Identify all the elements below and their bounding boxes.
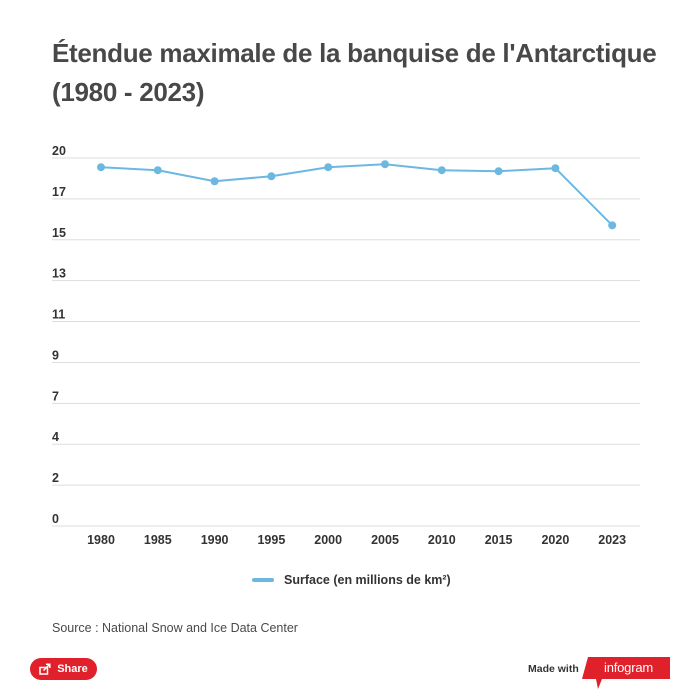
data-point[interactable] [210, 177, 219, 186]
data-point[interactable] [324, 163, 333, 172]
legend-label: Surface (en millions de km²) [284, 573, 451, 587]
y-tick-label: 17 [52, 185, 66, 199]
x-tick-label: 1990 [201, 533, 229, 547]
y-tick-label: 13 [52, 267, 66, 281]
share-icon [39, 663, 51, 675]
y-tick-label: 2 [52, 471, 59, 485]
x-tick-label: 1985 [144, 533, 172, 547]
legend-swatch [252, 578, 274, 582]
made-with-label: Made with [528, 663, 579, 675]
share-label: Share [57, 663, 88, 675]
x-tick-label: 1980 [87, 533, 115, 547]
series-line [100, 163, 613, 227]
x-tick-label: 2020 [541, 533, 569, 547]
data-point[interactable] [97, 163, 105, 172]
y-tick-label: 4 [52, 430, 59, 444]
y-tick-label: 0 [52, 512, 59, 526]
data-point[interactable] [267, 172, 276, 181]
x-axis-ticks: 1980 1985 1990 1995 2000 2005 2010 2015 2020 2023 [87, 533, 626, 547]
x-tick-label: 2000 [314, 533, 342, 547]
data-point[interactable] [551, 164, 560, 173]
chart-title: Étendue maximale de la banquise de l'Ant… [52, 38, 657, 107]
grid [52, 157, 640, 527]
series-surface [97, 160, 617, 230]
data-point[interactable] [494, 167, 503, 176]
data-point[interactable] [608, 221, 617, 230]
y-tick-label: 7 [52, 389, 59, 403]
data-point[interactable] [381, 160, 389, 169]
y-tick-label: 15 [52, 226, 66, 240]
source-note: Source : National Snow and Ice Data Cent… [52, 621, 298, 635]
y-tick-label: 20 [52, 144, 66, 158]
infogram-logo[interactable] [582, 657, 670, 689]
data-point[interactable] [153, 166, 162, 175]
x-tick-label: 2010 [428, 533, 456, 547]
infogram-logo-text: infogram [604, 660, 653, 675]
x-tick-label: 1995 [257, 533, 285, 547]
data-point[interactable] [437, 166, 446, 175]
x-tick-label: 2015 [485, 533, 513, 547]
legend: Surface (en millions de km²) [252, 573, 451, 587]
x-tick-label: 2023 [598, 533, 626, 547]
y-tick-label: 9 [52, 348, 59, 362]
y-tick-label: 11 [52, 308, 65, 322]
x-tick-label: 2005 [371, 533, 399, 547]
share-button[interactable]: Share [30, 658, 97, 680]
